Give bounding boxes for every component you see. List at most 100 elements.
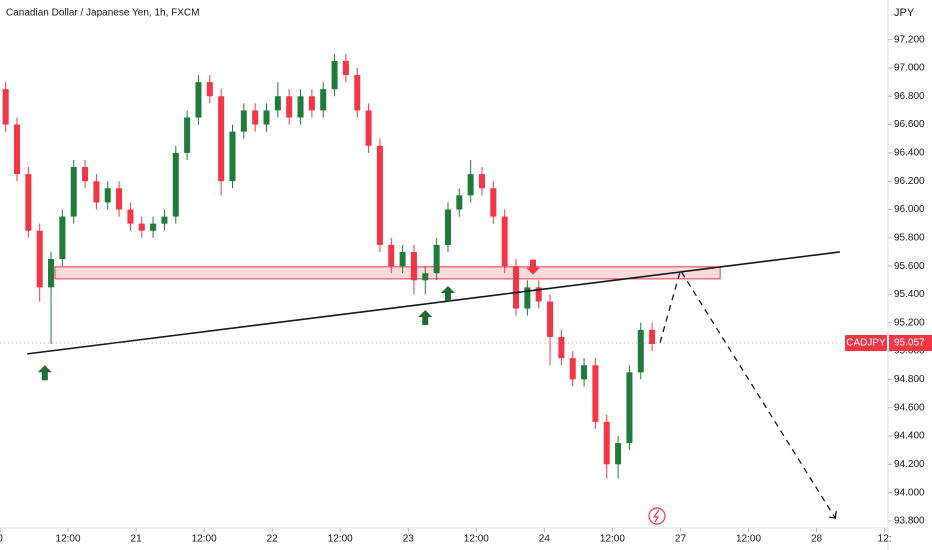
candle-body <box>592 365 599 422</box>
x-tick-label: 12:00 <box>56 534 81 545</box>
candle-body <box>558 336 565 359</box>
candle-body <box>513 266 520 309</box>
candle-body <box>320 89 327 111</box>
candle-body <box>467 174 474 196</box>
x-tick-label: 12:00 <box>328 534 353 545</box>
candle-body <box>615 443 622 465</box>
candle-body <box>82 167 89 182</box>
y-tick-label: 97.200 <box>894 34 925 45</box>
x-tick-label: 12:00 <box>736 534 761 545</box>
projection-path <box>659 268 836 519</box>
candle-body <box>195 82 202 118</box>
candle-body <box>240 110 247 132</box>
y-tick-label: 95.800 <box>894 232 925 243</box>
candle-body <box>308 96 315 111</box>
candle-body <box>399 251 406 267</box>
up-arrow <box>440 285 455 301</box>
last-price-name-bg <box>845 334 887 351</box>
candle-body <box>444 209 451 245</box>
candle-body <box>2 89 9 125</box>
candle-body <box>127 209 134 224</box>
x-tick-label: 24 <box>539 534 551 545</box>
chart-title: Canadian Dollar / Japanese Yen, 1h, FXCM <box>6 8 199 19</box>
y-tick-label: 96.600 <box>894 119 925 130</box>
x-tick-label: 12:00 <box>192 534 217 545</box>
candle-body <box>218 96 225 182</box>
candle-body <box>569 358 576 380</box>
candle-body <box>581 365 588 380</box>
candle-body <box>93 181 100 203</box>
candle-body <box>150 223 157 231</box>
projection-arrowhead <box>829 510 837 519</box>
candle-body <box>36 230 43 288</box>
candle-body <box>649 329 656 344</box>
candle-body <box>478 174 485 189</box>
candle-body <box>410 251 417 281</box>
y-tick-label: 94.400 <box>894 431 925 442</box>
candle-body <box>297 96 304 118</box>
candle-body <box>456 195 463 210</box>
candle-body <box>547 301 554 337</box>
resistance-zone <box>54 266 721 280</box>
candle-body <box>524 287 531 309</box>
candle-body <box>637 329 644 373</box>
up-arrow <box>418 310 433 326</box>
candle-body <box>14 124 21 175</box>
y-tick-label: 95.600 <box>894 261 925 272</box>
candle-body <box>70 167 77 217</box>
up-arrow <box>37 365 52 381</box>
lightning-icon <box>648 507 666 525</box>
candle-body <box>354 75 361 111</box>
y-tick-label: 96.400 <box>894 148 925 159</box>
candle-body <box>206 82 213 97</box>
x-tick-label: 12:00 <box>464 534 489 545</box>
candle-body <box>104 188 111 203</box>
x-tick-label: 12:00 <box>600 534 625 545</box>
candle-body <box>331 60 338 90</box>
candle-body <box>263 110 270 125</box>
x-tick-label: 27 <box>675 534 687 545</box>
candle-body <box>116 188 123 210</box>
candle-body <box>48 259 55 288</box>
candle-body <box>172 152 179 217</box>
candle-body <box>490 188 497 217</box>
y-tick-label: 96.000 <box>894 204 925 215</box>
candle-body <box>274 96 281 111</box>
y-tick-label: 95.400 <box>894 289 925 300</box>
candle-body <box>422 273 429 281</box>
candle-body <box>501 216 508 267</box>
candle-body <box>376 145 383 245</box>
x-tick-label: 12: <box>878 534 892 545</box>
candle-body <box>161 216 168 224</box>
down-arrow <box>526 259 541 275</box>
y-tick-label: 94.800 <box>894 374 925 385</box>
y-tick-label: 94.000 <box>894 487 925 498</box>
y-tick-label: 93.800 <box>894 516 925 527</box>
y-tick-label: 94.600 <box>894 402 925 413</box>
last-price-value: 95.057 <box>894 338 925 349</box>
candle-body <box>603 421 610 465</box>
last-price-name: CADJPY <box>846 338 886 349</box>
candle-body <box>626 372 633 444</box>
y-tick-label: 97.000 <box>894 63 925 74</box>
x-tick-label: 21 <box>131 534 143 545</box>
y-tick-label: 95.000 <box>894 346 925 357</box>
x-tick-label: 23 <box>403 534 415 545</box>
y-tick-label: 94.200 <box>894 459 925 470</box>
x-tick-label: 22 <box>267 534 279 545</box>
candle-body <box>535 287 542 302</box>
candle-body <box>184 117 191 153</box>
candle-body <box>433 244 440 274</box>
y-tick-label: 95.200 <box>894 317 925 328</box>
candle-body <box>286 96 293 118</box>
candle-body <box>229 131 236 182</box>
y-tick-label: 96.200 <box>894 176 925 187</box>
x-tick-label: 0 <box>0 534 3 545</box>
y-unit: JPY <box>894 7 915 19</box>
candle-body <box>365 110 372 146</box>
candle-body <box>138 223 145 231</box>
trendline <box>27 251 840 355</box>
candle-body <box>342 60 349 76</box>
